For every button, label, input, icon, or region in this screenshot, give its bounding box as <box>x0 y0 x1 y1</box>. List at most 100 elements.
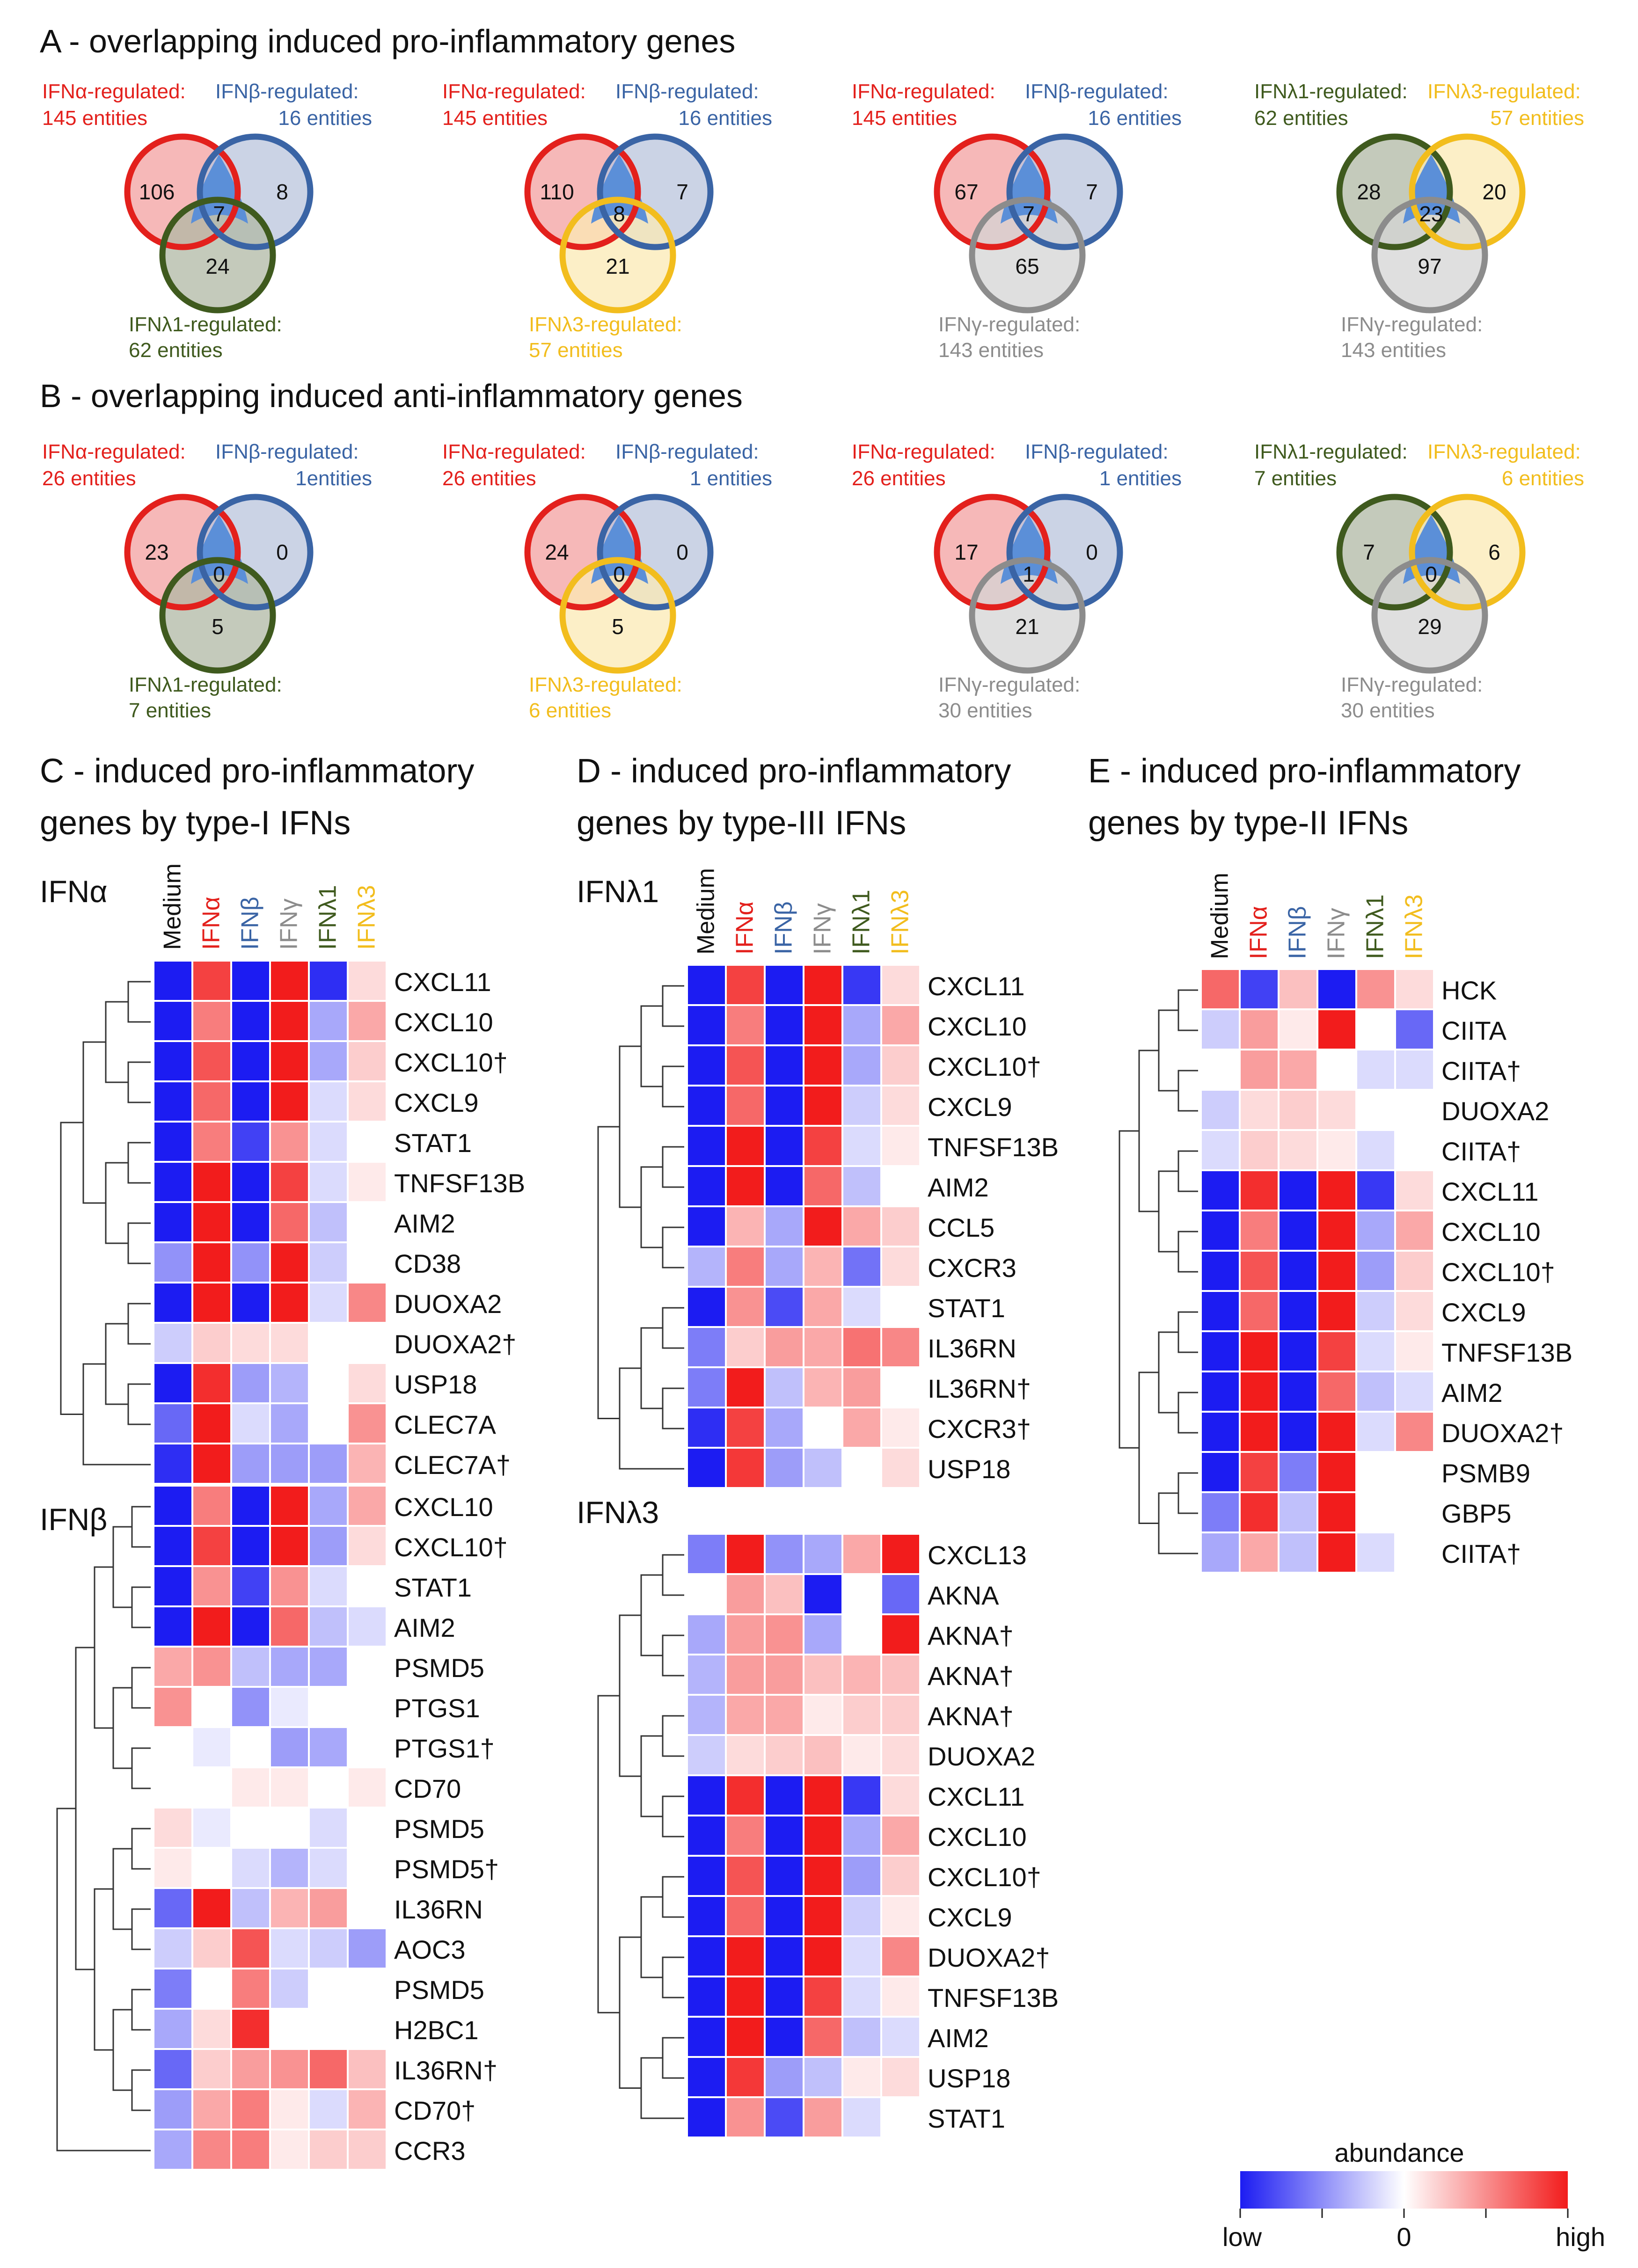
dendrogram-branch <box>597 1695 620 2013</box>
venn-set3-count: 143 entities <box>1341 339 1446 362</box>
heat-cell <box>688 1857 725 1895</box>
dendrogram-branch <box>1177 1231 1198 1273</box>
heat-cell <box>843 2018 880 2056</box>
gene-label: GBP5 <box>1441 1499 1511 1528</box>
venn-set2-label: IFNβ-regulated: <box>1025 440 1169 463</box>
venn-circle-outline-2 <box>1409 494 1526 611</box>
heat-cell <box>843 1247 880 1286</box>
heat-cell <box>804 1368 841 1407</box>
dendrogram-branch <box>640 1574 663 1656</box>
heat-cell <box>882 1167 919 1205</box>
heat-cell <box>154 1243 191 1282</box>
heat-cell <box>766 1535 803 1573</box>
gene-label: PSMB9 <box>1441 1459 1530 1488</box>
dendrogram-branch <box>1177 1311 1198 1353</box>
venn-count-only-1: 110 <box>540 180 574 204</box>
gene-label: TNFSF13B <box>394 1168 525 1198</box>
dendrogram-branch <box>619 1936 641 2089</box>
section-e-title-line2: genes by type-II IFNs <box>1088 804 1408 842</box>
heat-cell <box>1318 1050 1355 1089</box>
venn-set3-label: IFNγ-regulated: <box>1341 313 1483 336</box>
dendrogram-branch <box>94 1566 113 1729</box>
heatmap-title: IFNα <box>40 874 107 909</box>
heatmap-title: IFNλ1 <box>577 874 659 909</box>
gene-label: CXCL13 <box>928 1540 1027 1570</box>
gene-label: CXCL11 <box>928 971 1025 1001</box>
heat-cell <box>882 2058 919 2096</box>
heat-cell <box>193 1002 230 1040</box>
venn-count-only-2: 0 <box>1086 540 1098 564</box>
venn-set1-label: IFNλ1-regulated: <box>1254 440 1408 463</box>
dendrogram-branch <box>662 1634 684 1677</box>
heatmap-ifnl3: IFNλ3 CXCL13 AKNA AKNA† AKNA† AKNA† DUOXA2 CXCL… <box>577 1495 1059 2137</box>
gene-label: USP18 <box>928 1454 1010 1484</box>
venn-set2-label: IFNλ3-regulated: <box>1427 80 1581 103</box>
heat-cell <box>1241 1050 1278 1089</box>
heat-cell <box>310 1768 347 1807</box>
heat-cell <box>232 1203 269 1241</box>
gene-label: CXCL10† <box>928 1862 1041 1892</box>
heat-cell <box>1241 1091 1278 1129</box>
dendrogram-branch <box>1119 1130 1139 1449</box>
venn-circle-fill-3 <box>972 560 1082 671</box>
venn-set2-count: 16 entities <box>278 107 372 130</box>
heat-cell <box>310 1567 347 1605</box>
heat-cell <box>1357 1131 1394 1169</box>
heat-cell <box>804 1328 841 1366</box>
heat-cell <box>310 1607 347 1646</box>
heat-cell <box>804 1247 841 1286</box>
heat-cell <box>804 1288 841 1326</box>
venn-count-only-2: 0 <box>276 540 288 564</box>
gene-label: HCK <box>1441 976 1497 1005</box>
heat-cell <box>232 1969 269 2008</box>
heat-cell <box>843 1046 880 1085</box>
heat-cell <box>1357 1050 1394 1089</box>
heat-cell <box>271 1283 308 1322</box>
heat-cell <box>271 1324 308 1362</box>
venn-set3-count: 7 entities <box>129 699 211 722</box>
heat-cell <box>727 1288 764 1326</box>
dendrogram-branch <box>640 1327 663 1409</box>
heat-cell <box>310 2130 347 2169</box>
heat-cell <box>349 1444 386 1483</box>
gene-label: CIITA† <box>1441 1539 1521 1568</box>
gene-label: PTGS1 <box>394 1693 480 1723</box>
venn-circle-fill-3 <box>162 560 273 671</box>
heat-cell <box>1357 1453 1394 1491</box>
heat-cell <box>271 1969 308 2008</box>
legend-zero-label: 0 <box>1397 2222 1411 2252</box>
heat-cell <box>154 1487 191 1525</box>
heat-cell <box>727 966 764 1004</box>
heat-cell <box>232 962 269 1000</box>
venn-a-4: IFNλ1-regulated: 62 entities IFNλ3-regulat… <box>1254 80 1584 362</box>
heat-cell <box>271 1082 308 1121</box>
venn-set3-label: IFNλ1-regulated: <box>129 313 282 336</box>
heat-cell <box>232 1163 269 1201</box>
heat-cell <box>804 1897 841 1935</box>
heat-cell <box>804 1167 841 1205</box>
heat-cell <box>349 1042 386 1080</box>
heat-cell <box>349 1849 386 1887</box>
heat-cell <box>193 1648 230 1686</box>
heat-cell <box>766 1087 803 1125</box>
heat-cell <box>727 1247 764 1286</box>
heat-cell <box>1202 970 1239 1008</box>
venn-set3-label: IFNλ3-regulated: <box>529 673 682 696</box>
heat-cell <box>1280 1131 1316 1169</box>
heat-cell <box>232 1849 269 1887</box>
venn-set2-count: 6 entities <box>1502 467 1584 490</box>
heat-cell <box>310 1929 347 1968</box>
heat-cell <box>154 1324 191 1362</box>
venn-count-center: 0 <box>613 562 625 586</box>
heat-cell <box>349 1648 386 1686</box>
gene-label: CXCL10† <box>928 1052 1041 1081</box>
heat-cell <box>727 1127 764 1165</box>
column-header-ifnb: IFNβ <box>237 897 264 950</box>
heat-cell <box>843 1288 880 1326</box>
heat-cell <box>688 1127 725 1165</box>
venn-circle-outline-2 <box>1409 133 1526 250</box>
venn-circle-outline-2 <box>197 494 314 611</box>
venn-count-center: 8 <box>613 202 625 226</box>
heat-cell <box>193 1728 230 1766</box>
